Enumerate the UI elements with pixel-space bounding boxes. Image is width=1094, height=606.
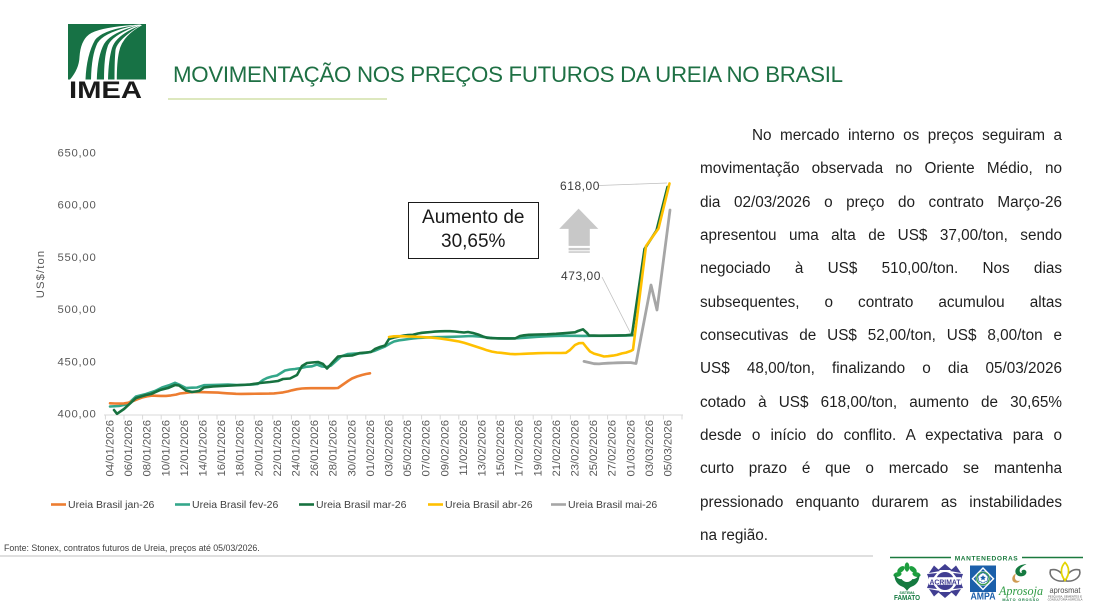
svg-text:Ureia Brasil jan-26: Ureia Brasil jan-26 [68,499,155,511]
svg-text:28/01/2026: 28/01/2026 [328,420,340,477]
svg-text:01/02/2026: 01/02/2026 [365,420,377,477]
svg-text:01/03/2026: 01/03/2026 [625,420,637,477]
svg-text:30/01/2026: 30/01/2026 [346,420,358,477]
svg-text:618,00: 618,00 [560,179,600,193]
svg-text:05/03/2026: 05/03/2026 [663,420,675,477]
svg-text:19/02/2026: 19/02/2026 [532,420,544,477]
svg-text:650,00: 650,00 [57,148,96,160]
svg-text:14/01/2026: 14/01/2026 [198,420,210,477]
svg-text:18/01/2026: 18/01/2026 [235,420,247,477]
svg-text:05/02/2026: 05/02/2026 [402,420,414,477]
svg-text:23/02/2026: 23/02/2026 [570,420,582,477]
svg-text:aprosmat: aprosmat [1050,586,1082,595]
svg-text:Ureia Brasil mai-26: Ureia Brasil mai-26 [568,499,657,511]
svg-text:MATO GROSSO: MATO GROSSO [1002,598,1039,602]
svg-text:21/02/2026: 21/02/2026 [551,420,563,477]
svg-text:12/01/2026: 12/01/2026 [179,420,191,477]
svg-text:SISTEMA: SISTEMA [899,591,915,595]
svg-text:06/01/2026: 06/01/2026 [123,420,135,477]
svg-text:US$/ton: US$/ton [35,250,47,299]
svg-text:ACRIMAT: ACRIMAT [930,579,962,586]
svg-text:16/01/2026: 16/01/2026 [216,420,228,477]
svg-text:473,00: 473,00 [561,269,601,283]
svg-text:22/01/2026: 22/01/2026 [272,420,284,477]
svg-text:03/02/2026: 03/02/2026 [384,420,396,477]
svg-text:IMEA: IMEA [69,77,142,104]
svg-text:CONSULTORIA AGRÍCOLA: CONSULTORIA AGRÍCOLA [1048,598,1083,602]
svg-text:10/01/2026: 10/01/2026 [160,420,172,477]
svg-text:Ureia Brasil mar-26: Ureia Brasil mar-26 [316,499,407,511]
svg-text:11/02/2026: 11/02/2026 [458,420,470,476]
svg-text:25/02/2026: 25/02/2026 [588,420,600,477]
svg-text:AMPA: AMPA [971,591,996,603]
svg-text:Aprosoja: Aprosoja [998,584,1043,598]
svg-text:04/01/2026: 04/01/2026 [105,420,117,477]
svg-text:MANTENEDORAS: MANTENEDORAS [955,555,1019,562]
svg-text:600,00: 600,00 [57,200,96,212]
svg-text:20/01/2026: 20/01/2026 [253,420,265,477]
svg-text:08/01/2026: 08/01/2026 [142,420,154,477]
svg-text:03/03/2026: 03/03/2026 [644,420,656,477]
svg-text:09/02/2026: 09/02/2026 [439,420,451,477]
svg-text:500,00: 500,00 [57,304,96,316]
svg-text:07/02/2026: 07/02/2026 [421,420,433,477]
svg-text:400,00: 400,00 [57,409,96,421]
svg-text:PESQUISA, SEMENTES E: PESQUISA, SEMENTES E [1048,595,1082,599]
svg-text:FAMATO: FAMATO [894,595,920,602]
svg-text:26/01/2026: 26/01/2026 [309,420,321,477]
svg-text:Ureia Brasil fev-26: Ureia Brasil fev-26 [192,499,279,511]
svg-text:24/01/2026: 24/01/2026 [291,420,303,477]
svg-text:450,00: 450,00 [57,356,96,368]
svg-text:550,00: 550,00 [57,252,96,264]
svg-text:15/02/2026: 15/02/2026 [495,420,507,477]
svg-text:13/02/2026: 13/02/2026 [477,420,489,477]
svg-text:17/02/2026: 17/02/2026 [514,420,526,477]
svg-text:Ureia Brasil abr-26: Ureia Brasil abr-26 [445,499,533,511]
svg-text:27/02/2026: 27/02/2026 [607,420,619,477]
